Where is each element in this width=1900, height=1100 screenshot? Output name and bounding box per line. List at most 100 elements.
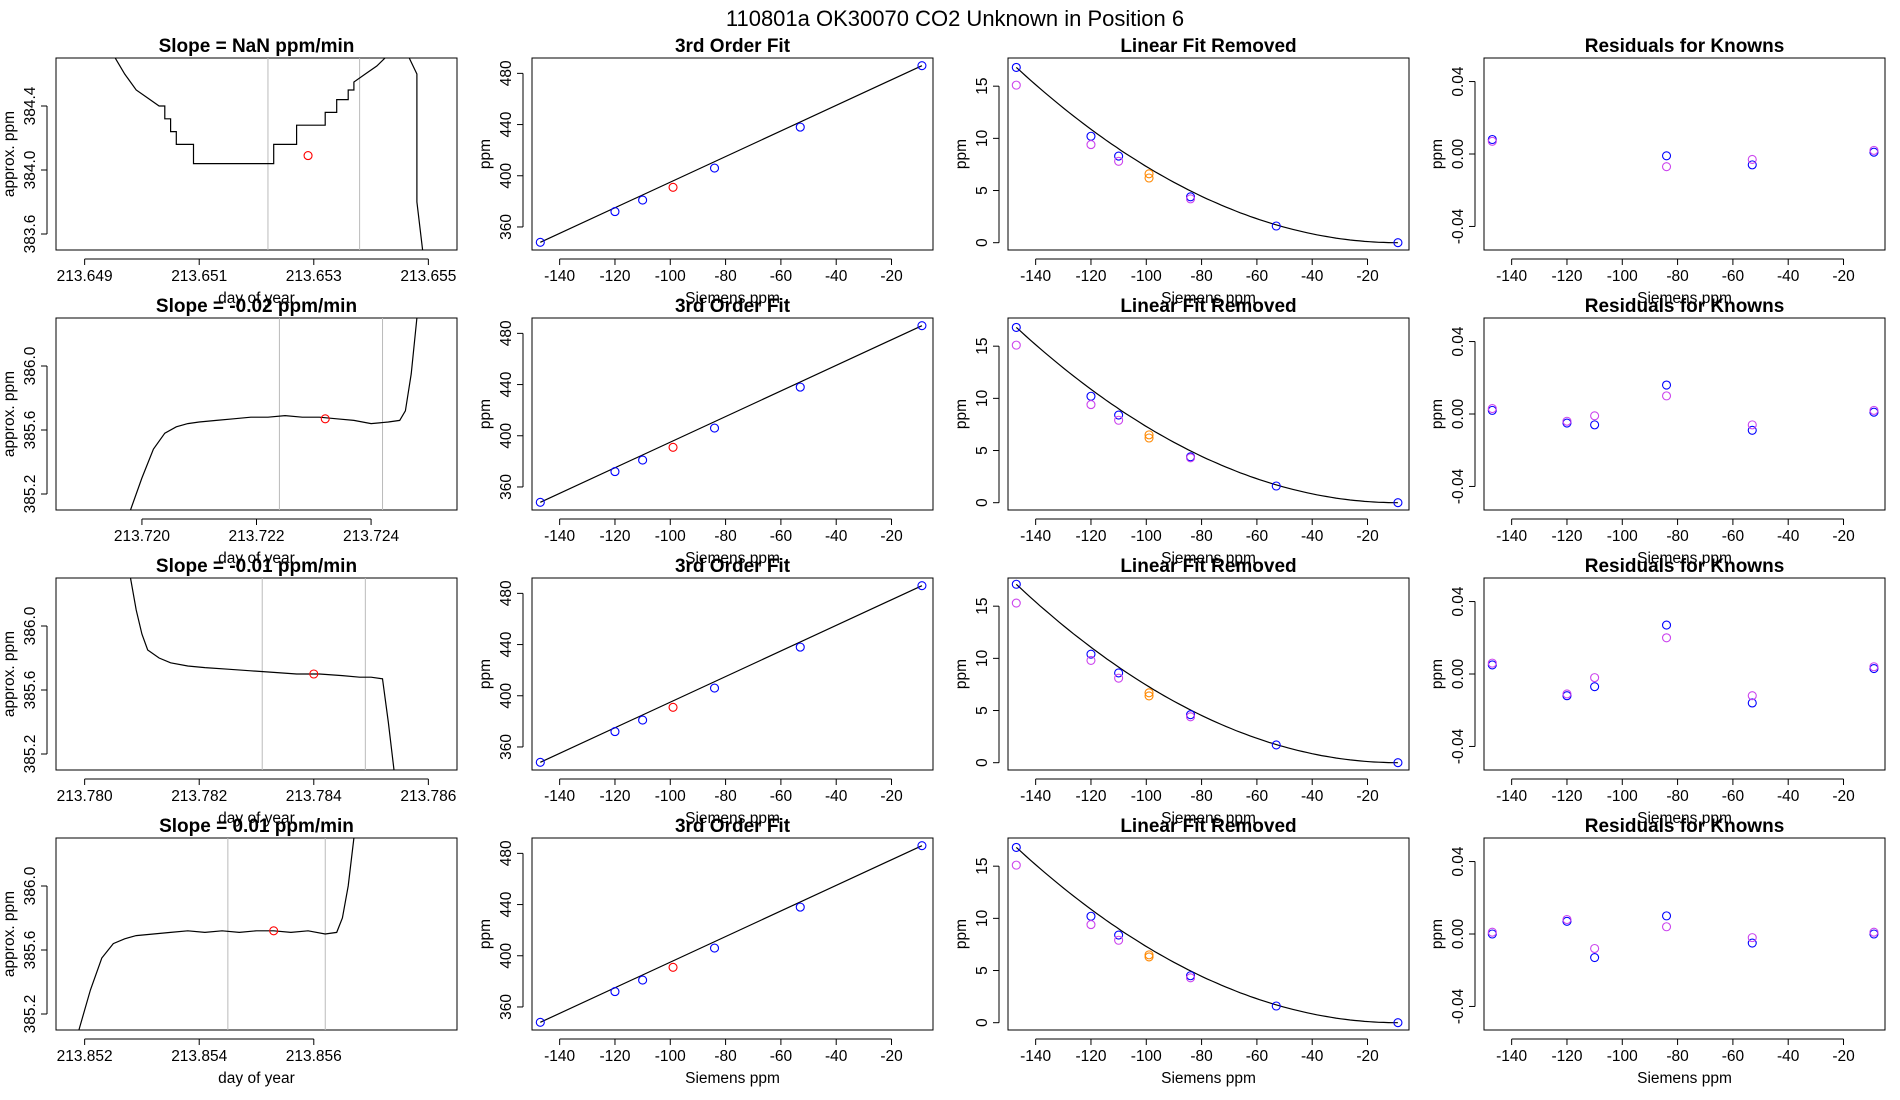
y-tick-label: -0.04 <box>1450 208 1467 244</box>
data-point-unknown <box>668 442 678 452</box>
y-tick-label: 480 <box>498 840 515 866</box>
y-tick-label: 400 <box>498 162 515 188</box>
data-point-known <box>1661 911 1672 921</box>
data-point-known <box>1114 668 1124 678</box>
data-point-known <box>535 237 545 247</box>
y-tick-label: 385.2 <box>22 735 39 774</box>
y-axis-label: ppm <box>477 919 494 949</box>
data-point-known <box>1661 620 1672 630</box>
x-tick-label: -100 <box>1131 268 1162 285</box>
data-point-unknown_lin <box>1144 691 1154 701</box>
data-point-alt <box>1562 416 1572 426</box>
x-tick-label: -100 <box>1131 788 1162 805</box>
data-point-alt <box>1869 662 1879 672</box>
x-tick-label: 213.724 <box>343 528 399 545</box>
x-tick-label: -60 <box>770 1048 793 1065</box>
x-tick-label: -20 <box>1832 268 1855 285</box>
x-tick-label: -20 <box>1356 268 1379 285</box>
y-axis-label: approx. ppm <box>1 371 18 457</box>
x-tick-label: -100 <box>1607 528 1638 545</box>
data-layer <box>1487 911 1879 963</box>
data-layer <box>535 841 927 1027</box>
data-point-known <box>1086 131 1096 141</box>
plot-frame <box>1007 577 1410 771</box>
data-point-alt <box>1661 162 1672 172</box>
concentration-trace-line <box>129 578 395 770</box>
data-point-known <box>1747 425 1757 435</box>
x-tick-label: -80 <box>714 528 737 545</box>
data-point-known <box>1869 407 1879 417</box>
data-point-alt <box>1747 420 1757 430</box>
data-point-known <box>1086 649 1096 659</box>
data-point-known <box>610 987 620 997</box>
x-axis-label: Siemens ppm <box>1637 550 1732 567</box>
data-point-known <box>795 902 805 912</box>
data-point-alt <box>1869 145 1879 155</box>
data-point-alt <box>1086 140 1096 150</box>
x-axis-label: Siemens ppm <box>685 290 780 307</box>
x-tick-label: -20 <box>1832 1048 1855 1065</box>
x-tick-label: -20 <box>1356 528 1379 545</box>
data-layer <box>129 578 395 770</box>
data-point-known <box>1562 691 1572 701</box>
data-point-alt <box>1185 973 1196 983</box>
x-tick-label: -60 <box>1246 528 1269 545</box>
y-tick-label: 400 <box>498 422 515 448</box>
data-point-known <box>1747 698 1757 708</box>
data-point-known <box>610 467 620 477</box>
x-tick-label: -40 <box>825 528 848 545</box>
y-tick-label: 383.6 <box>22 215 39 254</box>
y-tick-label: 0.04 <box>1450 66 1467 97</box>
x-tick-label: -40 <box>1777 1048 1800 1065</box>
data-point-alt <box>1011 860 1021 870</box>
y-tick-label: -0.04 <box>1450 728 1467 764</box>
y-tick-label: 385.6 <box>22 411 39 450</box>
y-tick-label: 5 <box>974 446 991 455</box>
y-tick-label: 0.04 <box>1450 586 1467 617</box>
data-layer <box>1487 620 1879 708</box>
fit-curve <box>540 585 923 763</box>
data-point-known <box>917 321 927 331</box>
x-tick-label: -120 <box>1075 1048 1106 1065</box>
panel-title: Linear Fit Removed <box>1120 556 1296 577</box>
x-tick-label: -40 <box>1777 528 1800 545</box>
x-tick-label: 213.784 <box>286 788 342 805</box>
y-tick-label: 480 <box>498 580 515 606</box>
x-tick-label: -80 <box>1190 268 1213 285</box>
fit-curve <box>540 65 923 243</box>
panel-title: Slope = 0.01 ppm/min <box>159 816 354 837</box>
data-point-alt <box>1011 598 1021 608</box>
x-tick-label: 213.720 <box>114 528 170 545</box>
y-tick-label: 0.00 <box>1450 399 1467 430</box>
x-tick-label: -40 <box>1301 1048 1324 1065</box>
x-tick-label: -20 <box>1356 1048 1379 1065</box>
y-tick-label: -0.04 <box>1450 988 1467 1024</box>
panel-title: 3rd Order Fit <box>675 556 791 577</box>
data-point-known <box>1487 405 1497 415</box>
data-point-known <box>1393 758 1403 768</box>
data-point-known <box>1114 930 1124 940</box>
data-point-known <box>1271 740 1281 750</box>
x-tick-label: -80 <box>714 788 737 805</box>
y-tick-label: 10 <box>974 649 991 667</box>
data-point-known <box>1393 1018 1403 1028</box>
x-tick-label: 213.780 <box>57 788 113 805</box>
plot-frame <box>531 317 934 511</box>
y-tick-label: 0 <box>974 238 991 247</box>
y-axis-label: approx. ppm <box>1 111 18 197</box>
x-tick-label: -120 <box>1551 528 1582 545</box>
y-tick-label: 386.0 <box>22 866 39 905</box>
data-point-known <box>1114 410 1124 420</box>
panel-title: 3rd Order Fit <box>675 296 791 317</box>
data-point-known <box>795 382 805 392</box>
x-tick-label: -60 <box>1722 1048 1745 1065</box>
y-tick-label: 0.00 <box>1450 139 1467 170</box>
y-tick-label: 15 <box>974 598 991 615</box>
plot-frame <box>1483 317 1886 511</box>
plot-frame <box>1483 837 1886 1031</box>
panel-title: Linear Fit Removed <box>1120 816 1296 837</box>
data-point-unknown <box>303 151 313 161</box>
data-point-known <box>1590 682 1600 692</box>
panel-1-2: 3rd Order Fit -140 -120 -100 -80 -60 -40 -20 Sie… <box>477 36 934 307</box>
panel-4-3: Linear Fit Removed -140 -120 -100 -80 -60 -40 -… <box>953 816 1410 1087</box>
